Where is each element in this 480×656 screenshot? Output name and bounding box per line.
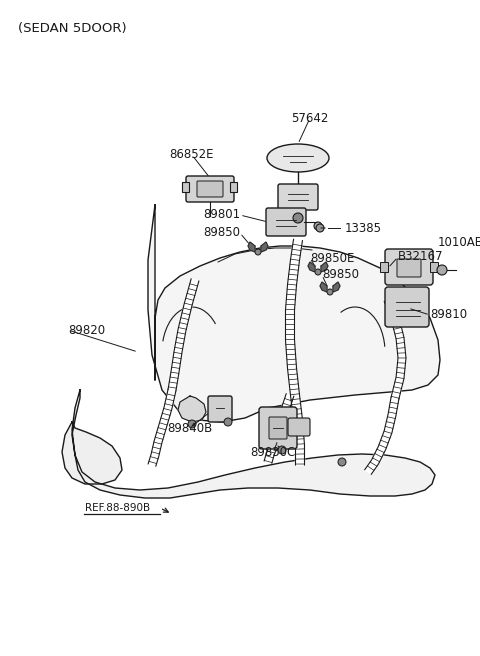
- Text: 89840B: 89840B: [168, 422, 213, 434]
- Text: 89850: 89850: [203, 226, 240, 239]
- Polygon shape: [72, 390, 435, 498]
- Text: 89850E: 89850E: [310, 251, 354, 264]
- Polygon shape: [168, 279, 199, 391]
- Circle shape: [437, 265, 447, 275]
- Polygon shape: [308, 262, 315, 272]
- Polygon shape: [248, 242, 255, 252]
- Polygon shape: [148, 205, 440, 422]
- Circle shape: [315, 269, 321, 275]
- Text: 89850: 89850: [322, 268, 359, 281]
- FancyBboxPatch shape: [288, 418, 310, 436]
- Text: 57642: 57642: [291, 112, 329, 125]
- Text: 89810: 89810: [430, 308, 467, 321]
- Text: 89820: 89820: [68, 323, 105, 337]
- Ellipse shape: [267, 144, 329, 172]
- Bar: [182, 182, 189, 192]
- Polygon shape: [261, 242, 268, 252]
- Circle shape: [255, 249, 261, 255]
- Polygon shape: [320, 282, 327, 292]
- Circle shape: [224, 418, 232, 426]
- Text: 89801: 89801: [203, 209, 240, 222]
- FancyBboxPatch shape: [266, 208, 306, 236]
- FancyBboxPatch shape: [186, 176, 234, 202]
- Text: REF.88-890B: REF.88-890B: [85, 503, 151, 513]
- FancyBboxPatch shape: [385, 249, 433, 285]
- Circle shape: [314, 222, 322, 230]
- Circle shape: [293, 213, 303, 223]
- Circle shape: [316, 224, 324, 232]
- Circle shape: [278, 446, 286, 454]
- FancyBboxPatch shape: [385, 287, 429, 327]
- Polygon shape: [178, 396, 206, 422]
- Bar: [230, 182, 237, 192]
- Text: 1010AB: 1010AB: [438, 236, 480, 249]
- Polygon shape: [62, 422, 122, 484]
- Circle shape: [338, 458, 346, 466]
- Polygon shape: [321, 262, 328, 272]
- FancyBboxPatch shape: [269, 417, 287, 439]
- FancyBboxPatch shape: [259, 407, 297, 449]
- FancyBboxPatch shape: [397, 259, 421, 277]
- Text: B32167: B32167: [398, 251, 444, 264]
- Text: 13385: 13385: [345, 222, 382, 234]
- Polygon shape: [286, 239, 304, 465]
- Circle shape: [327, 289, 333, 295]
- FancyBboxPatch shape: [278, 184, 318, 210]
- Circle shape: [188, 420, 196, 428]
- FancyBboxPatch shape: [208, 396, 232, 422]
- Bar: [380, 262, 388, 272]
- Text: 89830C: 89830C: [251, 447, 296, 459]
- Text: 86852E: 86852E: [170, 148, 214, 161]
- Polygon shape: [365, 398, 399, 474]
- Polygon shape: [333, 282, 340, 292]
- Bar: [430, 262, 438, 272]
- Polygon shape: [384, 298, 406, 399]
- FancyBboxPatch shape: [197, 181, 223, 197]
- Polygon shape: [264, 394, 294, 463]
- Text: (SEDAN 5DOOR): (SEDAN 5DOOR): [18, 22, 127, 35]
- Polygon shape: [148, 389, 176, 466]
